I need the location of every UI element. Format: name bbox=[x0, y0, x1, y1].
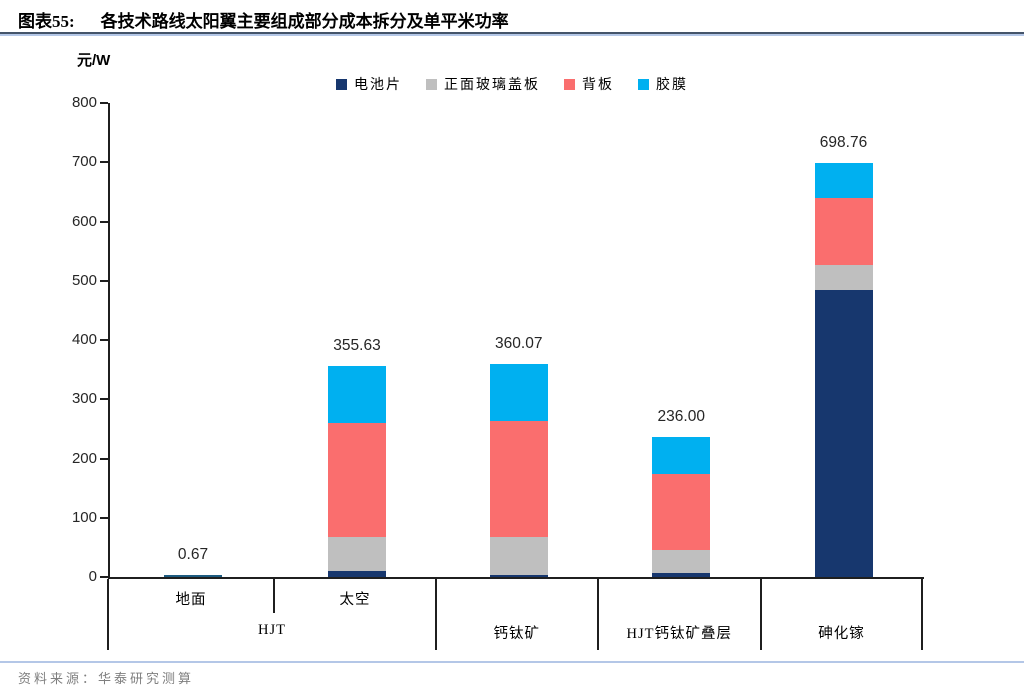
y-axis-tick bbox=[100, 102, 108, 104]
bar-segment-胶膜 bbox=[328, 366, 386, 423]
bar-total-label: 236.00 bbox=[657, 408, 705, 426]
y-tick-label: 0 bbox=[88, 568, 97, 585]
footer-divider bbox=[0, 661, 1024, 663]
y-tick-label: 100 bbox=[71, 508, 97, 526]
bar-total-label: 360.07 bbox=[495, 334, 543, 352]
bar-total-label: 355.63 bbox=[333, 337, 381, 355]
bar-segment-tiny bbox=[164, 574, 222, 577]
bar-segment-胶膜 bbox=[814, 163, 873, 198]
bar-segment-背板 bbox=[489, 421, 548, 538]
y-tick-label: 700 bbox=[71, 153, 97, 171]
chart-legend: 电池片 正面玻璃盖板 背板 胶膜 bbox=[0, 74, 1024, 94]
legend-item: 电池片 bbox=[336, 74, 402, 94]
axis-table-right-edge bbox=[921, 579, 923, 650]
x-sub-label-太空: 太空 bbox=[339, 592, 371, 608]
bar-segment-电池片 bbox=[652, 572, 711, 577]
bar-segment-背板 bbox=[328, 422, 386, 537]
y-axis-tick bbox=[100, 339, 108, 341]
figure-header: 图表55: 各技术路线太阳翼主要组成部分成本拆分及单平米功率 bbox=[18, 7, 509, 32]
axis-table-left-edge bbox=[107, 579, 109, 650]
stacked-bar-地面 bbox=[164, 574, 222, 577]
bar-segment-背板 bbox=[814, 197, 873, 265]
bar-segment-电池片 bbox=[328, 571, 386, 577]
y-tick-label: 400 bbox=[71, 331, 97, 348]
x-group-label-钙钛矿: 钙钛矿 bbox=[493, 626, 540, 642]
y-tick-label: 300 bbox=[71, 390, 97, 408]
bar-segment-电池片 bbox=[489, 575, 548, 577]
legend-label: 胶膜 bbox=[656, 78, 688, 93]
y-axis-unit-label: 元/W bbox=[77, 52, 111, 69]
figure-title: 各技术路线太阳翼主要组成部分成本拆分及单平米功率 bbox=[100, 12, 509, 31]
source-text: 华泰研究测算 bbox=[98, 671, 195, 686]
y-axis-tick bbox=[100, 279, 108, 282]
x-group-label-砷化镓: 砷化镓 bbox=[818, 626, 865, 642]
sub-category-divider bbox=[273, 579, 275, 613]
stacked-bar-钙钛矿 bbox=[489, 363, 548, 577]
y-axis-tick bbox=[100, 516, 108, 519]
y-axis-tick bbox=[100, 220, 108, 223]
y-tick-label: 200 bbox=[71, 449, 97, 467]
y-axis-tick bbox=[100, 161, 108, 164]
legend-swatch-icon bbox=[638, 78, 649, 90]
legend-item: 背板 bbox=[564, 74, 614, 94]
x-group-label-HJT钙钛矿叠层: HJT钙钛矿叠层 bbox=[626, 626, 732, 642]
legend-label: 背板 bbox=[582, 78, 614, 93]
stacked-bar-HJT钙钛矿叠层 bbox=[652, 437, 711, 577]
bar-segment-胶膜 bbox=[489, 363, 548, 422]
bar-total-label: 0.67 bbox=[177, 545, 209, 563]
source-label: 资料来源： bbox=[18, 671, 99, 686]
legend-item: 正面玻璃盖板 bbox=[426, 74, 540, 94]
stacked-bar-砷化镓 bbox=[814, 163, 873, 577]
x-group-label-HJT: HJT bbox=[258, 622, 286, 638]
legend-swatch-icon bbox=[336, 78, 347, 90]
source-note: 资料来源：华泰研究测算 bbox=[18, 668, 194, 687]
legend-item: 胶膜 bbox=[638, 74, 688, 94]
bar-segment-正面玻璃盖板 bbox=[328, 536, 386, 572]
bar-segment-正面玻璃盖板 bbox=[489, 537, 548, 576]
x-axis-category-table: 地面 太空 HJT 钙钛矿 HJT钙钛矿叠层 砷化镓 bbox=[107, 579, 923, 650]
bar-segment-胶膜 bbox=[652, 437, 711, 474]
group-divider bbox=[596, 579, 599, 650]
bar-segment-背板 bbox=[652, 473, 711, 550]
bar-segment-正面玻璃盖板 bbox=[814, 264, 873, 290]
group-divider bbox=[760, 579, 762, 650]
group-divider bbox=[435, 579, 437, 650]
y-tick-label: 500 bbox=[71, 271, 97, 289]
y-axis-tick bbox=[100, 576, 108, 578]
plot-area: 0 100 200 300 400 500 600 700 800 0.67 355.63 360.0… bbox=[72, 94, 924, 585]
legend-label: 正面玻璃盖板 bbox=[444, 78, 540, 93]
legend-label: 电池片 bbox=[354, 78, 402, 93]
title-divider-dark bbox=[0, 32, 1024, 34]
y-tick-label: 800 bbox=[71, 94, 97, 111]
y-axis-tick bbox=[100, 457, 108, 460]
bar-segment-正面玻璃盖板 bbox=[652, 549, 711, 573]
x-sub-label-地面: 地面 bbox=[175, 592, 207, 608]
title-divider-light bbox=[0, 34, 1024, 36]
y-axis-tick bbox=[100, 398, 108, 401]
bar-segment-电池片 bbox=[814, 289, 873, 577]
y-tick-label: 600 bbox=[71, 212, 97, 230]
stacked-bar-太空 bbox=[328, 366, 386, 577]
bar-total-label: 698.76 bbox=[819, 134, 868, 151]
legend-swatch-icon bbox=[564, 78, 575, 90]
figure-tag: 图表55: bbox=[18, 12, 75, 31]
legend-swatch-icon bbox=[426, 78, 437, 90]
